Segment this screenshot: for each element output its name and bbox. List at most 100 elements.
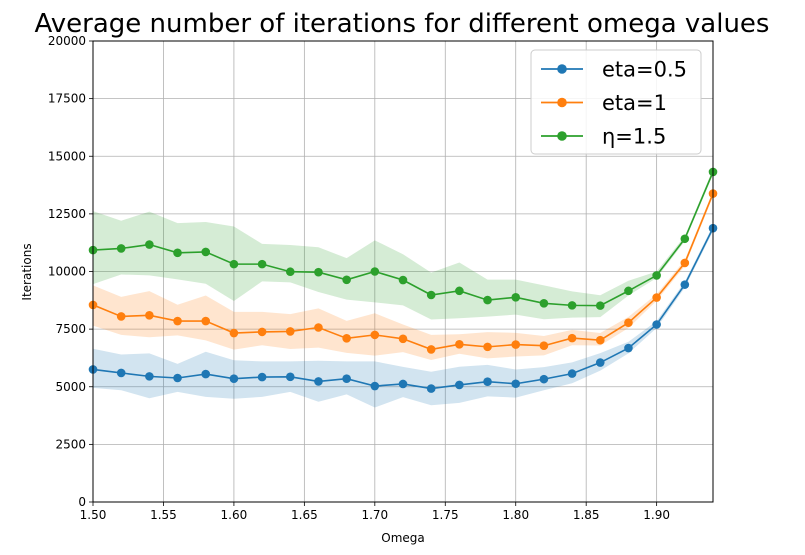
series-1-point (595, 335, 605, 345)
y-tick-label: 17500 (48, 92, 86, 106)
x-tick-label: 1.50 (80, 508, 107, 522)
series-1-point (567, 333, 577, 343)
series-0-point (370, 381, 380, 391)
series-1-point (116, 312, 126, 321)
x-tick-label: 1.80 (502, 508, 529, 522)
series-2-point (595, 301, 605, 310)
series-2-point (398, 275, 408, 285)
legend-swatch-marker (557, 64, 567, 74)
series-0-point (145, 372, 154, 381)
series-2-point (567, 301, 577, 310)
series-1-point (229, 328, 239, 338)
series-2-point (314, 267, 323, 277)
y-tick-label: 20000 (48, 34, 86, 48)
series-2-point (426, 290, 436, 300)
x-tick-label: 1.55 (150, 508, 177, 522)
legend-swatch-marker (557, 97, 567, 108)
legend-box (530, 49, 702, 155)
series-1-point (145, 310, 154, 320)
series-0-point (116, 368, 126, 378)
y-axis-label: Iterations (20, 243, 34, 300)
series-1-point (539, 341, 549, 351)
series-markers (88, 167, 718, 393)
series-2-band (93, 169, 713, 320)
y-tick-label: 7500 (55, 322, 86, 336)
series-0-point (342, 374, 351, 383)
series-0-point (652, 320, 661, 329)
x-tick-label: 1.65 (291, 508, 318, 522)
series-0-point (455, 380, 464, 390)
x-tick-label: 1.60 (221, 508, 248, 522)
series-1-point (624, 318, 633, 327)
series-1-point (201, 316, 211, 326)
series-1-point (342, 334, 351, 343)
y-tick-label: 2500 (55, 437, 86, 451)
x-axis-ticks: 1.50 1.55 1.60 1.65 1.70 1.75 1.80 1.85 1.90 (80, 502, 670, 522)
series-0-point (511, 379, 521, 389)
series-2-point (116, 244, 126, 253)
series-1-point (173, 316, 182, 326)
x-tick-label: 1.85 (573, 508, 600, 522)
series-1-point (370, 330, 380, 340)
series-0-point (201, 369, 211, 379)
series-2-point (624, 286, 633, 296)
legend-label: eta=1 (602, 91, 667, 115)
y-tick-label: 5000 (55, 380, 86, 394)
series-0-point (314, 377, 323, 386)
series-0-point (680, 280, 690, 289)
series-1-point (511, 340, 521, 349)
series-0-point (173, 373, 182, 383)
series-1-point (680, 258, 690, 268)
series-1-point (652, 293, 661, 302)
series-2-point (511, 293, 521, 302)
series-2-point (173, 248, 182, 258)
y-tick-label: 15000 (48, 149, 86, 163)
series-0-point (595, 358, 605, 367)
series-2-point (680, 234, 690, 244)
series-2-point (539, 299, 549, 308)
legend: eta=0.5 eta=1 η=1.5 (530, 49, 702, 155)
series-0-point (539, 374, 549, 384)
legend-swatch-marker (557, 131, 567, 141)
x-tick-label: 1.75 (432, 508, 459, 522)
legend-label: η=1.5 (602, 125, 666, 149)
series-2-point (652, 271, 661, 280)
series-1-point (314, 323, 323, 332)
y-tick-label: 12500 (48, 207, 86, 221)
series-1-point (483, 342, 492, 352)
series-2-point (370, 267, 380, 276)
series-0-point (398, 379, 408, 389)
y-tick-label: 10000 (48, 265, 86, 279)
series-1-point (455, 340, 464, 349)
series-2-point (285, 267, 295, 277)
series-0-point (285, 372, 295, 382)
series-2-point (201, 247, 211, 257)
series-1-point (398, 334, 408, 344)
x-axis-label: Omega (381, 531, 425, 545)
series-0-point (483, 377, 492, 386)
series-2-point (455, 286, 464, 296)
series-0-point (624, 343, 633, 353)
chart-title: Average number of iterations for differe… (35, 9, 770, 39)
series-2-point (145, 240, 154, 249)
series-1-point (426, 345, 436, 354)
series-1-point (257, 327, 267, 337)
series-2-point (342, 275, 351, 285)
confidence-bands (93, 169, 713, 408)
y-axis-ticks: 0 2500 5000 7500 10000 12500 15000 17500 20000 (48, 34, 93, 509)
y-tick-label: 0 (78, 495, 86, 509)
legend-label: eta=0.5 (602, 58, 687, 82)
series-0-point (567, 369, 577, 378)
series-1-point (285, 327, 295, 336)
series-0-point (257, 372, 267, 382)
x-tick-label: 1.70 (361, 508, 388, 522)
series-0-band (93, 225, 713, 408)
series-2-point (257, 259, 267, 269)
series-2-point (483, 295, 492, 305)
series-0-point (426, 384, 436, 393)
series-2-point (229, 259, 239, 269)
series-0-point (229, 374, 239, 383)
series-1-band (93, 190, 713, 361)
x-tick-label: 1.90 (643, 508, 670, 522)
